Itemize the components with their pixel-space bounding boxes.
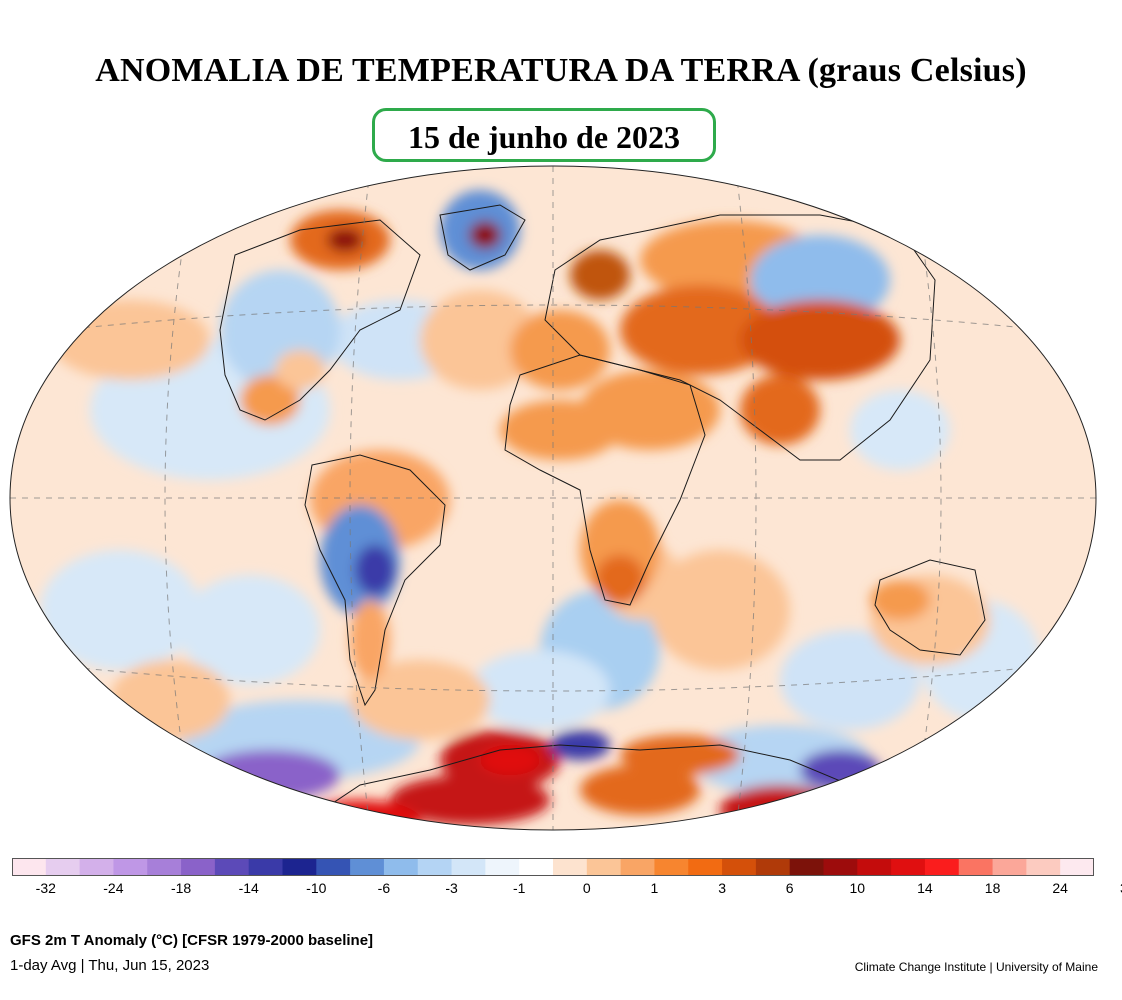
colorbar-swatch: [958, 858, 994, 876]
eurasia-outline: [544, 214, 936, 461]
colorbar-swatch: [451, 858, 486, 876]
north-america-outline: [219, 219, 421, 421]
colorbar-tick-label: -6: [377, 880, 391, 896]
colorbar-tick-labels: -32-24-18-14-10-6-3-101361014182432: [0, 880, 1122, 900]
colorbar-swatch: [282, 858, 317, 876]
colorbar-swatch: [113, 858, 148, 876]
colorbar-swatch: [519, 858, 554, 876]
greenland-outline: [439, 204, 526, 271]
colorbar-tick-label: 3: [718, 880, 726, 896]
south-america-outline: [304, 454, 446, 707]
colorbar-tick-label: 1: [650, 880, 659, 896]
colorbar-tick-label: -32: [35, 880, 56, 896]
colorbar-swatch: [924, 858, 960, 876]
colorbar-tick-label: 6: [785, 880, 794, 896]
colorbar-swatch: [688, 858, 723, 876]
colorbar-swatch: [586, 858, 622, 876]
colorbar-tick-label: 24: [1052, 880, 1068, 896]
colorbar-tick-label: -24: [103, 880, 124, 896]
colorbar-swatch: [992, 858, 1027, 876]
map-field: [10, 166, 1096, 830]
world-anomaly-map: [9, 165, 1097, 831]
colorbar-swatch: [722, 858, 757, 876]
colorbar-swatch: [485, 858, 520, 876]
colorbar-border: [12, 858, 1094, 876]
africa-outline: [504, 354, 706, 606]
colorbar-tick-label: 18: [984, 880, 1001, 896]
colorbar-swatch: [350, 858, 385, 876]
colorbar-swatch: [553, 858, 588, 876]
colorbar-swatch: [417, 858, 453, 876]
colorbar-tick-label: -3: [445, 880, 458, 896]
colorbar-swatch: [316, 858, 351, 876]
date-label: 15 de junho de 2023: [407, 119, 681, 155]
colorbar-swatch: [755, 858, 791, 876]
colorbar-tick-label: 32: [1120, 880, 1122, 896]
averaging-period: 1-day Avg | Thu, Jun 15, 2023: [10, 957, 210, 974]
colorbar-swatch: [823, 858, 858, 876]
map-title: ANOMALIA DE TEMPERATURA DA TERRA (graus …: [95, 52, 1027, 89]
colorbar-swatch: [181, 858, 216, 876]
colorbar-swatch: [654, 858, 689, 876]
colorbar-tick-label: 14: [917, 880, 933, 896]
colorbar-tick-label: 10: [849, 880, 866, 896]
colorbar-swatch: [1060, 858, 1094, 876]
date-highlight-box: 15 de junho de 2023: [372, 108, 716, 162]
colorbar-swatch: [147, 858, 182, 876]
colorbar-tick-label: -10: [306, 880, 327, 896]
colorbar-tick-label: 0: [582, 880, 591, 896]
colorbar-swatch: [789, 858, 824, 876]
globe-border: [9, 165, 1097, 831]
coastlines: [219, 204, 986, 826]
colorbar: [12, 858, 1094, 876]
colorbar-swatch: [214, 858, 250, 876]
colorbar-swatch: [12, 858, 47, 876]
colorbar-tick-label: -14: [238, 880, 259, 896]
colorbar-swatch: [79, 858, 114, 876]
colorbar-tick-label: -1: [512, 880, 526, 896]
colorbar-swatch: [857, 858, 892, 876]
colorbar-tick-label: -18: [170, 880, 192, 896]
colorbar-swatch: [45, 858, 81, 876]
model-description: GFS 2m T Anomaly (°C) [CFSR 1979-2000 ba…: [10, 932, 374, 949]
antarctica-outline: [299, 744, 881, 826]
australia-outline: [874, 559, 986, 656]
colorbar-swatch: [248, 858, 283, 876]
credit-line: Climate Change Institute | University of…: [854, 960, 1098, 974]
graticule: [10, 166, 1096, 830]
colorbar-swatch: [383, 858, 419, 876]
colorbar-swatch: [1026, 858, 1061, 876]
colorbar-swatch: [891, 858, 926, 876]
colorbar-swatch: [620, 858, 655, 876]
